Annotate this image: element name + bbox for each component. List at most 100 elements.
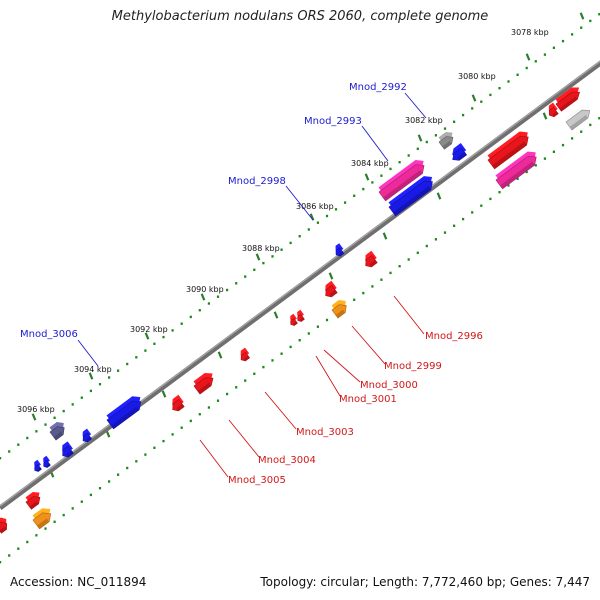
scale-labels: 3078 kbp 3080 kbp 3082 kbp 3084 kbp 3086… [17,28,549,414]
scale-tick-minor [17,547,20,550]
gene-arrow-shade [500,161,535,189]
scale-tick-minor [453,120,456,123]
scale-tick-minor [362,187,365,191]
scale-tick-minor [0,561,2,564]
scale-tick-minor [117,473,120,476]
scale-tick-minor [398,265,401,268]
gene-label[interactable]: Mnod_2992 [349,82,407,93]
scale-label: 3092 kbp [130,325,168,334]
scale-tick-major [364,173,370,181]
scale-tick-minor [17,443,20,446]
gene-label[interactable]: Mnod_3003 [296,427,354,438]
scale-tick-minor [226,392,229,396]
scale-tick-minor [571,33,574,36]
gene-label[interactable]: Mnod_2993 [304,116,362,127]
gene-leader-lines [77,92,427,478]
gene-arrow [325,280,338,298]
scale-tick-minor [307,228,310,231]
scale-tick-minor [480,100,483,103]
scale-tick-minor [226,288,229,292]
scale-tick-major [273,311,279,319]
scale-tick-minor [216,399,220,402]
scale-tick-minor [453,224,456,227]
scale-tick-major [417,134,423,142]
scale-tick-minor [244,275,247,278]
gene-label[interactable]: Mnod_3006 [20,329,78,340]
gene-label[interactable]: Mnod_3000 [360,380,418,391]
scale-tick-minor [71,403,74,406]
scale-tick-minor [353,298,356,301]
scale-tick-minor [98,383,102,386]
gene-label[interactable]: Mnod_2999 [384,361,442,372]
scale-tick-minor [598,117,600,120]
gene-arrow [331,299,347,319]
scale-tick-minor [552,150,555,153]
leader-line [199,439,229,478]
gene-arrow [32,508,52,530]
scale-tick-minor [126,466,129,470]
scale-tick-major [382,232,388,240]
scale-label: 3082 kbp [405,116,443,125]
scale-tick-minor [325,318,329,322]
scale-tick-minor [262,365,265,369]
gene-label[interactable]: Mnod_2996 [425,331,483,342]
scale-tick-minor [462,113,465,117]
gene-label[interactable]: Mnod_3005 [228,475,286,486]
scale-tick-major [579,12,585,20]
scale-tick-minor [44,527,47,530]
scale-tick-minor [580,130,583,133]
scale-tick-major [105,430,111,438]
scale-label: 3090 kbp [186,285,224,294]
scale-tick-minor [180,322,183,325]
scale-tick-minor [298,235,301,238]
scale-tick-minor [89,389,92,393]
gene-arrow [555,87,580,112]
scale-tick-minor [325,214,329,218]
scale-tick-minor [162,439,165,443]
scale-tick-minor [480,204,483,207]
scale-tick-minor [289,345,292,349]
scale-tick-minor [171,329,174,332]
gene-arrow-shade [335,309,346,319]
gene-arrow [335,243,345,257]
scale-tick-minor [153,342,156,345]
scale-tick-minor [580,26,583,29]
leader-line [228,419,260,458]
leader-line [315,355,341,397]
scale-tick-minor [498,87,501,90]
scale-tick-minor [253,268,256,271]
scale-label: 3086 kbp [296,202,334,211]
scale-tick-minor [516,73,519,76]
gene-arrow [49,421,65,441]
leader-line [393,295,425,335]
scale-tick-minor [62,409,65,413]
scale-tick-minor [443,127,447,130]
gene-arrow [172,394,185,412]
gene-label[interactable]: Mnod_3004 [258,455,316,466]
scale-tick-major [436,192,442,200]
gene-label[interactable]: Mnod_2998 [228,176,286,187]
scale-tick-minor [244,379,247,382]
gene-arrow-shade [393,186,431,216]
gene-arrow-shade [552,111,559,117]
gene-arrow-shade [569,115,589,131]
gene-label[interactable]: Mnod_3001 [339,394,397,405]
scale-tick-major [161,390,167,398]
scale-tick-minor [207,406,210,409]
scale-label: 3084 kbp [351,159,389,168]
gene-arrow [365,250,378,268]
gene-arrow-top [43,455,50,463]
scale-tick-minor [371,181,374,184]
leader-line [285,185,314,221]
scale-tick-minor [489,197,492,201]
genome-summary-text: Topology: circular; Length: 7,772,460 bp… [260,575,590,589]
scale-tick-minor [389,167,392,171]
gene-arrow-shade [292,321,298,326]
gene-arrow [193,373,214,395]
scale-tick-minor [162,335,165,339]
scale-tick-minor [543,53,546,56]
scale-label: 3080 kbp [458,72,496,81]
gene-arrow [34,459,42,472]
gene-arrow [388,176,433,217]
